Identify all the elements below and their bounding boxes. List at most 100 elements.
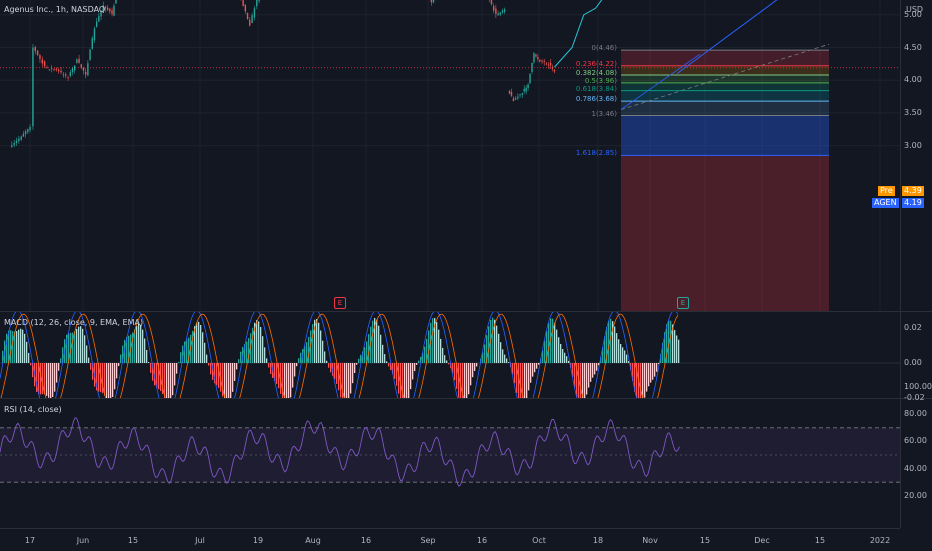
candle-body — [491, 0, 492, 4]
macd-histogram-bar — [472, 363, 473, 377]
candle-body — [83, 67, 84, 70]
fib-zone — [621, 116, 829, 156]
fib-level-label: 0.382(4.08) — [576, 69, 617, 77]
macd-histogram-bar — [286, 363, 287, 398]
fib-level-label: 0.618(3.84) — [576, 85, 617, 93]
macd-histogram-bar — [18, 330, 19, 363]
macd-histogram-bar — [460, 363, 461, 398]
macd-histogram-bar — [88, 358, 89, 363]
macd-histogram-bar — [544, 341, 545, 363]
fib-level-label: 0.5(3.96) — [585, 77, 617, 85]
rsi-axis-label: 80.00 — [904, 409, 927, 418]
rsi-axis-label: 100.00 — [904, 382, 932, 391]
macd-histogram-bar — [108, 363, 109, 398]
macd-histogram-bar — [58, 363, 59, 371]
macd-histogram-bar — [474, 363, 475, 371]
macd-histogram-bar — [112, 363, 113, 397]
candle-body — [25, 131, 26, 134]
macd-histogram-bar — [384, 354, 385, 363]
macd-histogram-bar — [46, 363, 47, 396]
macd-legend[interactable]: MACD (12, 26, close, 9, EMA, EMA) — [4, 318, 143, 327]
macd-histogram-bar — [504, 355, 505, 363]
macd-histogram-bar — [412, 363, 413, 379]
symbol-title[interactable]: Agenus Inc., 1h, NASDAQ — [4, 5, 105, 14]
time-axis-label: 19 — [253, 536, 263, 545]
macd-histogram-bar — [652, 363, 653, 380]
time-axis-label: 15 — [128, 536, 138, 545]
macd-histogram-bar — [312, 324, 313, 363]
macd-histogram-bar — [574, 363, 575, 387]
macd-histogram-bar — [352, 363, 353, 383]
macd-histogram-bar — [590, 363, 591, 382]
macd-histogram-bar — [106, 363, 107, 398]
candle-body — [433, 0, 434, 2]
candle-body — [522, 93, 523, 95]
candle-body — [11, 145, 12, 147]
candle-body — [247, 13, 248, 19]
macd-histogram-bar — [178, 362, 179, 363]
candle-body — [76, 60, 77, 63]
macd-histogram-bar — [446, 360, 447, 363]
macd-histogram-bar — [136, 326, 137, 363]
macd-histogram-bar — [436, 322, 437, 363]
candle-body — [67, 77, 68, 78]
macd-histogram-bar — [534, 363, 535, 372]
candle-body — [546, 64, 547, 65]
macd-histogram-bar — [240, 352, 241, 363]
macd-histogram-bar — [356, 363, 357, 365]
macd-histogram-bar — [72, 333, 73, 363]
macd-histogram-bar — [10, 330, 11, 363]
time-axis-label: Oct — [532, 536, 546, 545]
macd-histogram-bar — [196, 323, 197, 363]
macd-histogram-bar — [548, 323, 549, 363]
earnings-marker[interactable]: E — [334, 297, 346, 309]
macd-histogram-bar — [350, 363, 351, 393]
macd-histogram-bar — [418, 361, 419, 363]
rsi-axis-label: 60.00 — [904, 436, 927, 445]
macd-histogram-bar — [238, 359, 239, 363]
macd-histogram-bar — [532, 363, 533, 377]
macd-histogram-bar — [626, 355, 627, 363]
macd-histogram-bar — [264, 347, 265, 363]
candle-body — [78, 59, 79, 63]
candle-body — [525, 88, 526, 92]
time-axis-label: Sep — [420, 536, 435, 545]
candle-body — [541, 61, 542, 62]
macd-histogram-bar — [376, 320, 377, 363]
candle-body — [60, 71, 61, 73]
macd-histogram-bar — [382, 345, 383, 363]
macd-histogram-bar — [358, 359, 359, 363]
candle-body — [27, 129, 28, 132]
macd-histogram-bar — [640, 363, 641, 398]
rsi-line-svg[interactable] — [0, 399, 900, 528]
macd-histogram-bar — [138, 324, 139, 363]
price-chart-pane[interactable] — [0, 0, 900, 311]
candle-body — [81, 64, 82, 67]
macd-histogram-bar — [292, 363, 293, 388]
macd-histogram-bar — [468, 363, 469, 394]
macd-histogram-bar — [454, 363, 455, 380]
candle-body — [53, 69, 54, 70]
macd-histogram-bar — [180, 352, 181, 363]
macd-histogram-bar — [394, 363, 395, 379]
macd-histogram-bar — [398, 363, 399, 394]
macd-histogram-bar — [146, 350, 147, 363]
macd-histogram-bar — [246, 342, 247, 363]
macd-histogram-bar — [208, 363, 209, 366]
earnings-marker[interactable]: E — [677, 297, 689, 309]
pre-market-price-tag: 4.39 — [902, 186, 924, 196]
rsi-axis-label: 20.00 — [904, 491, 927, 500]
macd-histogram-bar — [414, 363, 415, 371]
macd-histogram-bar — [644, 363, 645, 398]
macd-histogram-bar — [584, 363, 585, 398]
price-chart-svg[interactable] — [0, 0, 900, 311]
macd-histogram-bar — [406, 363, 407, 398]
rsi-pane[interactable] — [0, 399, 900, 528]
macd-histogram-bar — [262, 336, 263, 363]
macd-histogram-bar — [150, 363, 151, 373]
macd-histogram-bar — [140, 325, 141, 363]
rsi-legend[interactable]: RSI (14, close) — [4, 405, 62, 414]
candle-body — [535, 55, 536, 57]
candle-body — [554, 70, 555, 72]
macd-histogram-bar — [256, 320, 257, 363]
